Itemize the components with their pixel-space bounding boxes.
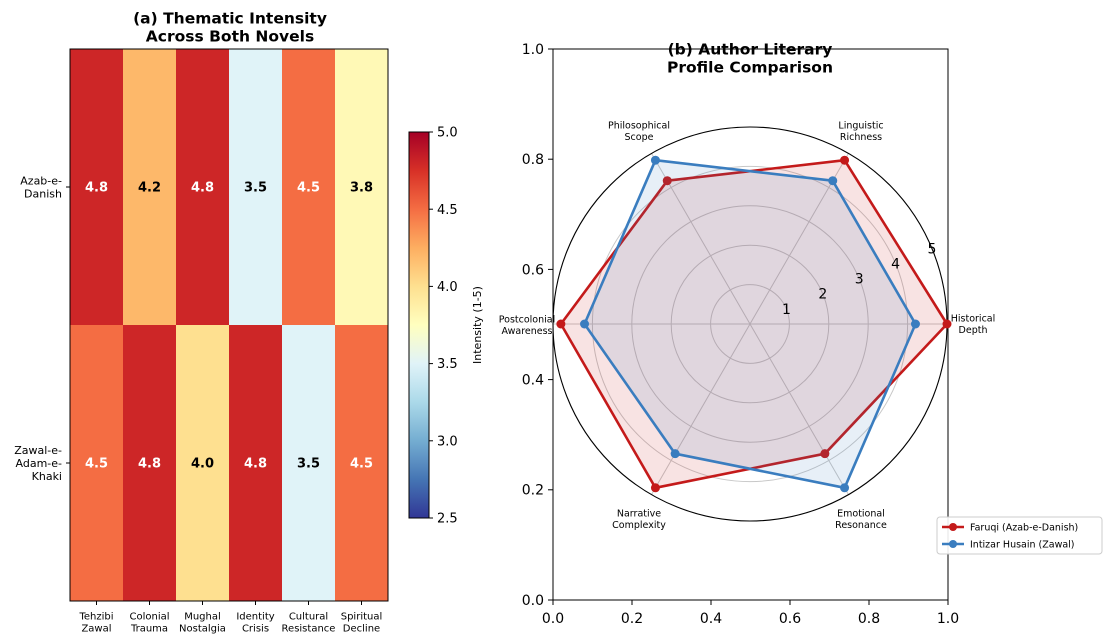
axis-label: Linguistic Richness: [838, 121, 883, 144]
data-point: [662, 176, 672, 186]
legend-marker: [949, 540, 957, 548]
heatmap-value-label: 4.2: [138, 181, 161, 196]
row-label: Azab-e-Danish: [20, 174, 62, 200]
row-label: Zawal-e-Adam-e-Khaki: [14, 444, 62, 483]
column-label: Mughal Nostalgia: [179, 612, 226, 635]
y-tick-label: 0.4: [522, 373, 544, 389]
series-fill: [584, 160, 916, 488]
data-point: [840, 483, 850, 493]
legend: Faruqi (Azab-e-Danish) Intizar Husain (Za…: [936, 516, 1103, 555]
column-label: Tehzibi Zawal: [78, 612, 113, 635]
x-tick-label: 0.6: [779, 611, 801, 627]
data-point: [650, 483, 660, 493]
y-tick-label: 0.0: [522, 593, 544, 609]
heatmap-cell: [70, 325, 123, 601]
x-tick-label: 1.0: [937, 611, 959, 627]
heatmap-cell: [123, 325, 176, 601]
axis-label: Historical Depth: [951, 314, 996, 337]
y-tick-label: 0.2: [522, 483, 544, 499]
x-tick-label: 0.4: [700, 611, 722, 627]
heatmap-title: (a) Thematic Intensity Across Both Novels: [133, 9, 327, 45]
colorbar-label: Intensity (1-5): [471, 286, 484, 364]
heatmap-cell: [282, 325, 335, 601]
legend-box: [936, 516, 1103, 555]
axis-label: Emotional Resonance: [835, 509, 887, 532]
heatmap: (a) Thematic Intensity Across Both Novels…: [14, 9, 389, 635]
series-faruqi: [556, 155, 952, 493]
data-point: [910, 319, 920, 329]
heatmap-value-label: 4.8: [85, 181, 108, 196]
legend-label: Intizar Husain (Zawal): [970, 539, 1075, 550]
spoke-line: [651, 323, 751, 495]
heatmap-frame: [69, 48, 389, 602]
colorbar-bar: [408, 131, 430, 519]
x-tick-label: 0.0: [542, 611, 564, 627]
axis-label: Philosophical Scope: [608, 121, 670, 144]
heatmap-value-label: 4.8: [191, 181, 214, 196]
series-fill: [560, 160, 947, 488]
radar-chart: 0.0 0.2 0.4 0.6 0.8 1.0 0.0 0.2 0.4 0.6 0.8 1.0 1 2 3 4…: [499, 40, 996, 626]
x-tick-label: 0.8: [858, 611, 880, 627]
heatmap-value-label: 3.8: [350, 181, 373, 196]
heatmap-cell: [335, 49, 388, 325]
heatmap-value-label: 3.5: [244, 181, 267, 196]
legend-label: Faruqi (Azab-e-Danish): [970, 522, 1078, 533]
radar-title: (b) Author Literary Profile Comparison: [667, 40, 833, 76]
colorbar-tick-label: 4.0: [437, 280, 458, 295]
heatmap-value-label: 4.0: [191, 457, 214, 472]
colorbar-tick-label: 3.5: [437, 357, 458, 372]
column-label: Spiritual Decline: [341, 612, 383, 635]
legend-marker: [949, 523, 957, 531]
heatmap-cell: [123, 49, 176, 325]
data-point: [556, 319, 566, 329]
data-point: [650, 155, 660, 165]
heatmap-cell: [282, 49, 335, 325]
colorbar-tick-label: 4.5: [437, 203, 458, 218]
y-tick-label: 1.0: [522, 42, 544, 58]
y-tick-label: 0.8: [522, 152, 544, 168]
heatmap-cell: [176, 325, 229, 601]
heatmap-value-label: 4.8: [138, 457, 161, 472]
data-point: [828, 176, 838, 186]
data-point: [820, 449, 830, 459]
colorbar-tick-label: 2.5: [437, 512, 458, 527]
heatmap-cell: [70, 49, 123, 325]
data-point: [580, 319, 590, 329]
heatmap-value-label: 4.5: [350, 457, 373, 472]
column-label: Identity Crisis: [236, 612, 274, 635]
series-intizar-husain: [580, 155, 920, 493]
colorbar-tick-label: 5.0: [437, 126, 458, 141]
colorbar: 2.5 3.0 3.5 4.0 4.5 5.0 Intensity (1-5): [408, 126, 484, 527]
axis-label: Narrative Complexity: [612, 509, 666, 532]
radial-tick-label: 2: [818, 287, 827, 303]
heatmap-value-label: 4.5: [297, 181, 320, 196]
heatmap-value-label: 3.5: [297, 457, 320, 472]
axis-label: Postcolonial Awareness: [499, 315, 556, 338]
heatmap-cell: [335, 325, 388, 601]
heatmap-cell: [229, 49, 282, 325]
y-tick-label: 0.6: [522, 262, 544, 278]
radial-tick-label: 4: [891, 257, 900, 273]
radial-tick-label: 1: [782, 302, 791, 318]
column-label: Cultural Resistance: [282, 612, 336, 635]
colorbar-tick-label: 3.0: [437, 434, 458, 449]
data-point: [942, 319, 952, 329]
radial-tick-label: 3: [855, 272, 864, 288]
spoke-line: [749, 323, 849, 495]
heatmap-value-label: 4.8: [244, 457, 267, 472]
heatmap-cell: [176, 49, 229, 325]
column-label: Colonial Trauma: [129, 612, 169, 635]
data-point: [670, 449, 680, 459]
radial-tick-label: 5: [928, 242, 937, 258]
heatmap-value-label: 4.5: [85, 457, 108, 472]
heatmap-cell: [229, 325, 282, 601]
data-point: [840, 155, 850, 165]
x-tick-label: 0.2: [621, 611, 643, 627]
